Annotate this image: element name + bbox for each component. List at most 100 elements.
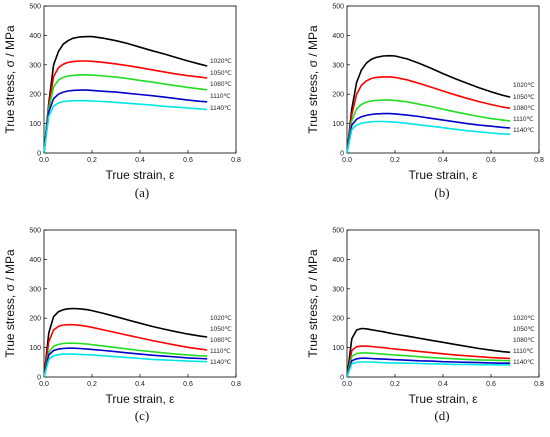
- x-tick-label: 0.8: [231, 157, 241, 164]
- x-tick-label: 0.6: [486, 381, 496, 388]
- chart-panel-4: 0 100 200 300 400 500 0.0 0.2 0.4 0.6 0.8 True stre…: [306, 228, 544, 424]
- series-line-1110C: [43, 347, 208, 378]
- y-tick-label: 0: [340, 375, 344, 382]
- legend-entry: 1140℃: [210, 359, 232, 366]
- series-line-1020C: [43, 307, 208, 378]
- legend-entry: 1140℃: [513, 127, 535, 134]
- plot-frame: [346, 229, 540, 378]
- y-tick-label: 300: [29, 62, 41, 69]
- series-line-1110C: [346, 112, 511, 154]
- chart-panel-3: 0 100 200 300 400 500 0.0 0.2 0.4 0.6 0.8 True stre…: [3, 228, 241, 424]
- plot-frame: [346, 5, 540, 154]
- series-line-1080C: [346, 99, 511, 154]
- legend-entry: 1020℃: [210, 315, 232, 322]
- x-tick-label: 0.4: [438, 157, 448, 164]
- y-tick-label: 200: [29, 316, 41, 323]
- panel-label: (b): [434, 185, 449, 200]
- y-tick-label: 500: [29, 228, 41, 235]
- legend-entry: 1110℃: [513, 348, 534, 355]
- legend-entry: 1080℃: [513, 337, 535, 344]
- x-tick-label: 0.2: [390, 157, 400, 164]
- legend-entry: 1020℃: [513, 82, 535, 89]
- y-tick-label: 400: [332, 257, 344, 264]
- y-tick-label: 300: [332, 286, 344, 293]
- x-axis-label: True strain, ε: [409, 168, 479, 182]
- x-tick-label: 0.8: [534, 381, 544, 388]
- y-axis-label: True stress, σ / MPa: [306, 249, 320, 358]
- series-line-1080C: [346, 352, 511, 378]
- x-tick-label: 0.2: [87, 157, 97, 164]
- series-line-1110C: [43, 89, 208, 154]
- y-tick-label: 200: [332, 316, 344, 323]
- legend-entry: 1110℃: [210, 348, 231, 355]
- legend-entry: 1140℃: [513, 359, 535, 366]
- legend-entry: 1080℃: [210, 337, 232, 344]
- y-tick-label: 500: [29, 4, 41, 11]
- x-tick-label: 0.2: [87, 381, 97, 388]
- y-tick-label: 400: [29, 33, 41, 40]
- y-tick-label: 100: [29, 121, 41, 128]
- series-line-1050C: [346, 345, 511, 378]
- plot-frame: [43, 5, 237, 154]
- series-line-1140C: [346, 361, 511, 378]
- series-line-1020C: [346, 54, 511, 154]
- series-line-1080C: [43, 74, 208, 154]
- x-tick-label: 0.0: [342, 381, 352, 388]
- series-line-1140C: [346, 120, 511, 154]
- panel-label: (c): [135, 408, 149, 423]
- series-line-1050C: [346, 76, 511, 154]
- series-line-1020C: [43, 35, 208, 154]
- y-tick-label: 400: [332, 33, 344, 40]
- x-tick-label: 0.4: [135, 381, 145, 388]
- legend-entry: 1050℃: [210, 326, 232, 333]
- y-axis-label: True stress, σ / MPa: [3, 25, 17, 134]
- series-line-1050C: [43, 60, 208, 154]
- y-tick-label: 100: [29, 345, 41, 352]
- chart-panel-1: 0 100 200 300 400 500 0.0 0.2 0.4 0.6 0.8 True stre…: [3, 4, 241, 201]
- y-tick-label: 400: [29, 257, 41, 264]
- x-tick-label: 0.2: [390, 381, 400, 388]
- x-axis-label: True strain, ε: [106, 168, 176, 182]
- y-tick-label: 200: [332, 92, 344, 99]
- y-tick-label: 300: [332, 62, 344, 69]
- x-tick-label: 0.0: [39, 381, 49, 388]
- legend-entry: 1050℃: [513, 326, 535, 333]
- legend-entry: 1110℃: [513, 116, 534, 123]
- x-tick-label: 0.8: [534, 157, 544, 164]
- y-tick-label: 300: [29, 286, 41, 293]
- series-line-1140C: [43, 353, 208, 378]
- x-tick-label: 0.8: [231, 381, 241, 388]
- x-tick-label: 0.0: [39, 157, 49, 164]
- x-tick-label: 0.4: [438, 381, 448, 388]
- plot-frame: [43, 229, 237, 378]
- chart-panel-2: 0 100 200 300 400 500 0.0 0.2 0.4 0.6 0.8 True stre…: [306, 4, 544, 201]
- legend-entry: 1140℃: [210, 105, 232, 112]
- x-tick-label: 0.0: [342, 157, 352, 164]
- legend-entry: 1050℃: [210, 70, 232, 77]
- x-tick-label: 0.6: [183, 381, 193, 388]
- y-tick-label: 100: [332, 121, 344, 128]
- series-line-1050C: [43, 323, 208, 378]
- y-tick-label: 500: [332, 228, 344, 235]
- series-line-1140C: [43, 99, 208, 154]
- panel-label: (a): [135, 185, 149, 200]
- legend-entry: 1110℃: [210, 93, 231, 100]
- legend-entry: 1020℃: [210, 58, 232, 65]
- y-axis-label: True stress, σ / MPa: [306, 25, 320, 134]
- y-tick-label: 0: [37, 151, 41, 158]
- y-axis-label: True stress, σ / MPa: [3, 249, 17, 358]
- series-line-1110C: [346, 357, 511, 378]
- x-axis-label: True strain, ε: [106, 392, 176, 406]
- legend-entry: 1020℃: [513, 315, 535, 322]
- y-tick-label: 0: [340, 151, 344, 158]
- series-line-1020C: [346, 327, 511, 378]
- y-tick-label: 200: [29, 92, 41, 99]
- x-axis-label: True strain, ε: [409, 392, 479, 406]
- x-tick-label: 0.6: [183, 157, 193, 164]
- y-tick-label: 0: [37, 375, 41, 382]
- y-tick-label: 100: [332, 345, 344, 352]
- x-tick-label: 0.4: [135, 157, 145, 164]
- legend-entry: 1080℃: [513, 105, 535, 112]
